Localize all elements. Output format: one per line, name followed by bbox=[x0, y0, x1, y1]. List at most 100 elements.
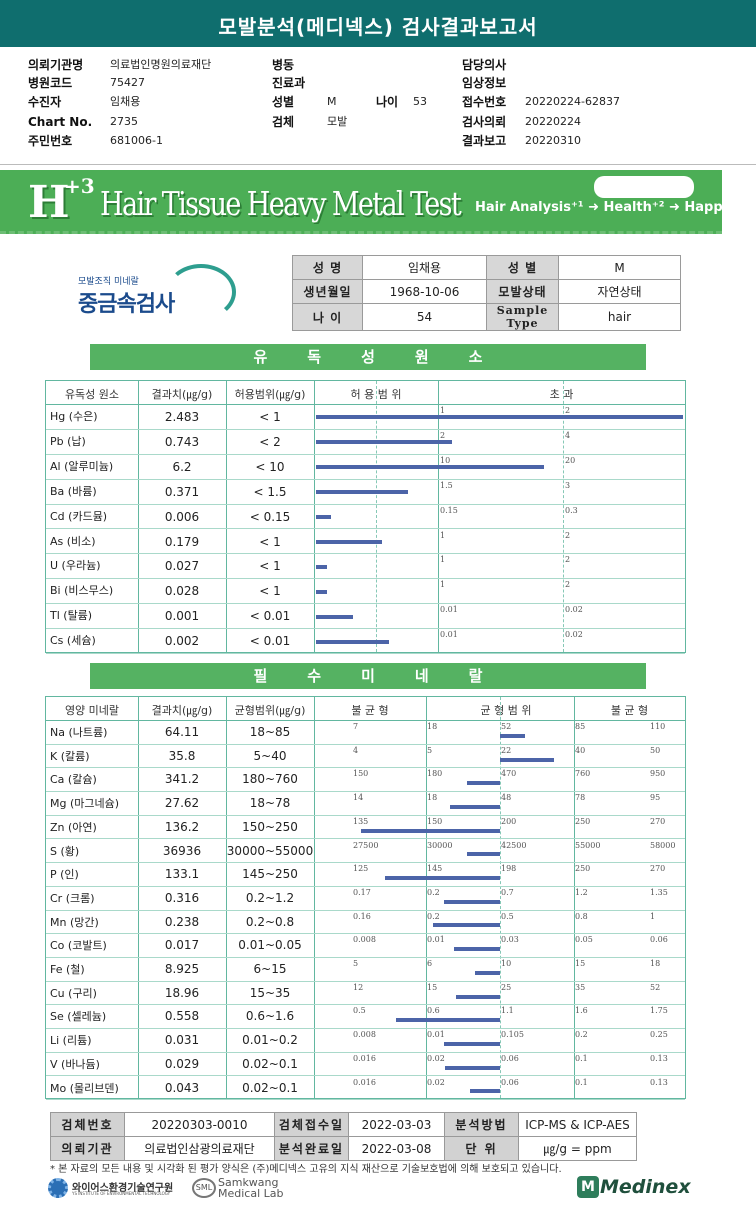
info-label: 접수번호 bbox=[462, 94, 506, 110]
tick-label: 270 bbox=[650, 816, 666, 826]
tick-label: 1.5 bbox=[440, 480, 453, 490]
tick-label: 0.02 bbox=[427, 1077, 445, 1087]
tick-label: 1.35 bbox=[650, 887, 668, 897]
mineral-row: Mn (망간) 0.238 0.2~0.8 0.16 0.2 0.5 0.8 1 bbox=[46, 911, 685, 935]
result-value: 0.027 bbox=[164, 559, 200, 574]
toxic-row: Tl (탈륨) 0.001 < 0.01 0.01 0.02 bbox=[46, 604, 685, 630]
result-value: 18.96 bbox=[164, 985, 200, 1000]
mineral-row: Se (셀레늄) 0.558 0.6~1.6 0.5 0.6 1.1 1.6 1.75 bbox=[46, 1005, 685, 1030]
tick-label: 0.008 bbox=[353, 935, 376, 945]
tick-label: 470 bbox=[501, 769, 517, 779]
tick-label: 0.008 bbox=[353, 1030, 376, 1040]
level-bar bbox=[467, 852, 500, 857]
level-bar bbox=[470, 1089, 500, 1094]
info-label: 결과보고 bbox=[462, 133, 506, 149]
info-value: 임채용 bbox=[110, 95, 141, 108]
tick-label: 0.03 bbox=[501, 935, 519, 945]
tick-label: 2 bbox=[565, 580, 571, 590]
level-bar bbox=[449, 804, 500, 809]
tick-label: 85 bbox=[575, 722, 586, 731]
analysis-info-row: 의뢰기관 의료법인삼광의료재단 분석완료일 2022-03-08 단 위 ㎍/g = pp… bbox=[50, 1136, 637, 1161]
toxic-row: As (비소) 0.179 < 1 1 2 bbox=[46, 530, 685, 555]
header-divider bbox=[0, 46, 756, 47]
toxic-row: Al (알루미늄) 6.2 < 10 10 20 bbox=[46, 455, 685, 480]
info-value: 모발 bbox=[327, 115, 348, 128]
analysis-value: ICP-MS & ICP-AES bbox=[518, 1112, 637, 1137]
logo-big-text: 중금속검사 bbox=[78, 292, 175, 317]
element-name: Na (나트륨) bbox=[50, 726, 108, 739]
tick-label: 10 bbox=[501, 959, 512, 968]
tick-label: 125 bbox=[353, 864, 369, 874]
tick-label: 0.105 bbox=[501, 1030, 524, 1040]
tick-label: 15 bbox=[427, 982, 438, 992]
toxic-row: Ba (바륨) 0.371 < 1.5 1.5 3 bbox=[46, 480, 685, 505]
grid-divider bbox=[138, 697, 139, 1098]
tick-label: 200 bbox=[501, 816, 517, 826]
info-label: 수진자 bbox=[28, 94, 61, 110]
tick-label: 145 bbox=[427, 864, 443, 874]
lab2-name: Samkwang Medical Lab bbox=[218, 1177, 284, 1199]
info-label-text: 의뢰기관명 bbox=[28, 58, 84, 72]
element-name: Cd (카드뮴) bbox=[50, 509, 108, 523]
tick-label: 0.7 bbox=[501, 887, 514, 897]
mineral-row: K (칼륨) 35.8 5~40 4 5 22 40 50 bbox=[46, 745, 685, 769]
balance-range: 5~40 bbox=[253, 748, 287, 763]
tick-label: 55000 bbox=[575, 840, 601, 850]
element-name: Mn (망간) bbox=[50, 915, 99, 929]
tick-label: 0.01 bbox=[427, 1030, 445, 1040]
grid-divider bbox=[226, 381, 227, 652]
tick-label: 0.25 bbox=[650, 1030, 668, 1040]
level-bar bbox=[433, 923, 500, 928]
mineral-header-cell: 불 균 형 bbox=[610, 704, 649, 717]
banner-sup: +3 bbox=[64, 174, 95, 198]
result-value: 0.029 bbox=[164, 1056, 200, 1071]
toxic-header-cell: 허 용 범 위 bbox=[350, 388, 402, 401]
info-label: 성별 bbox=[272, 94, 294, 110]
tick-label: 270 bbox=[650, 864, 666, 874]
tick-label: 0.13 bbox=[650, 1053, 668, 1063]
patient-value: hair bbox=[558, 303, 681, 331]
info-label: 의뢰기관명 bbox=[28, 57, 83, 73]
mineral-header-cell: 결과치(㎍/g) bbox=[151, 704, 213, 717]
toxic-header-cell: 결과치(㎍/g) bbox=[151, 388, 213, 401]
tick-label: 0.016 bbox=[353, 1077, 376, 1087]
tick-label: 10 bbox=[440, 455, 451, 465]
tick-label: 20 bbox=[565, 455, 576, 465]
toxic-header-cell: 유독성 원소 bbox=[64, 388, 120, 401]
patient-label: 생년월일 bbox=[292, 279, 363, 304]
result-value: 64.11 bbox=[164, 725, 200, 739]
tick-label: 5 bbox=[353, 959, 359, 968]
info-divider bbox=[0, 164, 756, 165]
banner-h: H bbox=[28, 177, 70, 228]
logo-small-text: 모발조직 미네랄 bbox=[78, 277, 139, 287]
result-value: 8.925 bbox=[164, 962, 200, 976]
tick-label: 1 bbox=[440, 580, 446, 590]
analysis-info-row: 검체번호 20220303-0010 검체접수일 2022-03-03 분석방법 ICP-… bbox=[50, 1112, 637, 1137]
toxic-row: U (우라늄) 0.027 < 1 1 2 bbox=[46, 554, 685, 580]
analysis-label: 의뢰기관 bbox=[50, 1136, 125, 1161]
level-bar bbox=[316, 490, 408, 495]
mineral-row: Co (코발트) 0.017 0.01~0.05 0.008 0.01 0.03 0.05 0… bbox=[46, 934, 685, 958]
analysis-value: 의료법인삼광의료재단 bbox=[124, 1136, 275, 1161]
mineral-row: Mg (마그네슘) 27.62 18~78 14 18 48 78 95 bbox=[46, 792, 685, 816]
tick-label: 0.8 bbox=[575, 911, 588, 921]
analysis-value: 20220303-0010 bbox=[124, 1112, 275, 1137]
level-bar bbox=[316, 589, 327, 594]
patient-value: 임채용 bbox=[362, 255, 487, 280]
info-label-text: 결과보고 bbox=[462, 134, 507, 148]
allowed-range: < 1 bbox=[259, 410, 281, 424]
balance-range: 6~15 bbox=[253, 962, 287, 976]
tick-label: 1.1 bbox=[501, 1006, 514, 1016]
tick-label: 0.016 bbox=[353, 1053, 376, 1063]
result-value: 0.743 bbox=[164, 434, 200, 449]
balance-range: 18~85 bbox=[249, 725, 291, 739]
heavy-metal-logo: 모발조직 미네랄 중금속검사 bbox=[78, 262, 248, 322]
patient-label: 성 명 bbox=[292, 255, 363, 280]
analysis-label: 단 위 bbox=[444, 1136, 519, 1161]
allowed-range: < 0.01 bbox=[249, 634, 291, 649]
tick-label: 135 bbox=[353, 816, 369, 826]
allowed-range: < 0.01 bbox=[249, 609, 291, 624]
tick-label: 3 bbox=[565, 480, 571, 490]
grid-divider bbox=[574, 697, 575, 1098]
tick-label: 0.06 bbox=[650, 935, 668, 945]
